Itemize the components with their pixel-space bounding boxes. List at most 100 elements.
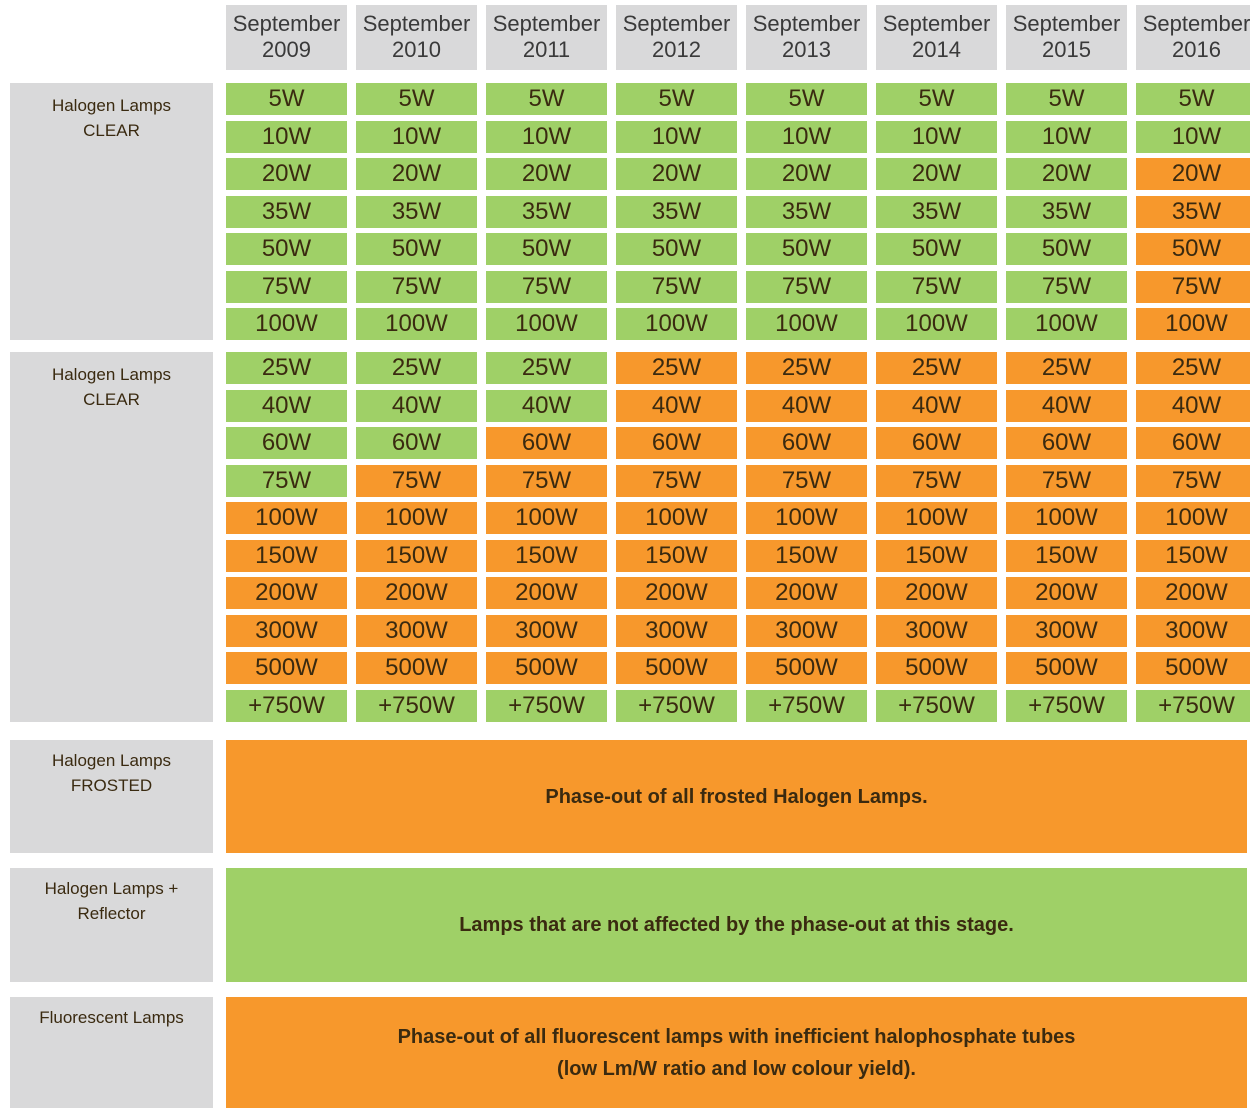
banner-label: Fluorescent Lamps (10, 1005, 213, 1030)
wattage-cell: 500W (876, 652, 997, 684)
wattage-cell: 25W (1006, 352, 1127, 384)
wattage-cell: 50W (1006, 233, 1127, 265)
wattage-cell: 10W (226, 121, 347, 153)
wattage-cell: 200W (1136, 577, 1250, 609)
wattage-cell: 300W (356, 615, 477, 647)
wattage-cell: 5W (876, 83, 997, 115)
year-header: September 2016 (1136, 5, 1250, 70)
wattage-cell: +750W (746, 690, 867, 722)
wattage-cell: 40W (876, 390, 997, 422)
wattage-cell: 75W (226, 465, 347, 497)
wattage-cell: 60W (616, 427, 737, 459)
wattage-cell: 10W (486, 121, 607, 153)
year-header: September 2013 (746, 5, 867, 70)
wattage-cell: 5W (1136, 83, 1250, 115)
wattage-cell: 10W (746, 121, 867, 153)
banner-label-panel: Halogen Lamps + Reflector (10, 868, 213, 982)
year-header: September 2012 (616, 5, 737, 70)
wattage-cell: 25W (486, 352, 607, 384)
wattage-cell: 300W (876, 615, 997, 647)
wattage-cell: 100W (876, 308, 997, 340)
wattage-cell: 35W (1006, 196, 1127, 228)
wattage-cell: 40W (1136, 390, 1250, 422)
wattage-cell: 75W (486, 271, 607, 303)
wattage-cell: 20W (616, 158, 737, 190)
wattage-cell: 100W (356, 308, 477, 340)
wattage-cell: 35W (356, 196, 477, 228)
wattage-cell: 300W (746, 615, 867, 647)
wattage-cell: 20W (486, 158, 607, 190)
wattage-cell: 20W (1136, 158, 1250, 190)
wattage-cell: 300W (226, 615, 347, 647)
wattage-cell: 100W (1136, 308, 1250, 340)
wattage-cell: 100W (356, 502, 477, 534)
banner: Lamps that are not affected by the phase… (226, 868, 1247, 982)
wattage-cell: 75W (356, 271, 477, 303)
wattage-cell: +750W (226, 690, 347, 722)
wattage-cell: 5W (486, 83, 607, 115)
wattage-cell: 35W (226, 196, 347, 228)
year-header: September 2015 (1006, 5, 1127, 70)
wattage-cell: 5W (746, 83, 867, 115)
wattage-cell: 50W (486, 233, 607, 265)
wattage-cell: 100W (486, 308, 607, 340)
wattage-cell: 40W (1006, 390, 1127, 422)
wattage-cell: 100W (1006, 502, 1127, 534)
wattage-cell: 100W (226, 308, 347, 340)
wattage-cell: 50W (616, 233, 737, 265)
wattage-cell: 75W (746, 271, 867, 303)
wattage-cell: 100W (746, 308, 867, 340)
group-label: CLEAR (10, 118, 213, 143)
wattage-cell: 25W (616, 352, 737, 384)
wattage-cell: 20W (1006, 158, 1127, 190)
wattage-cell: 35W (876, 196, 997, 228)
wattage-cell: 500W (616, 652, 737, 684)
wattage-cell: 100W (876, 502, 997, 534)
wattage-cell: 75W (486, 465, 607, 497)
wattage-cell: 300W (1136, 615, 1250, 647)
wattage-cell: 150W (876, 540, 997, 572)
wattage-cell: 50W (876, 233, 997, 265)
wattage-cell: 200W (356, 577, 477, 609)
wattage-cell: 60W (356, 427, 477, 459)
wattage-cell: 100W (616, 308, 737, 340)
wattage-cell: 35W (486, 196, 607, 228)
wattage-cell: 75W (1136, 465, 1250, 497)
wattage-cell: +750W (486, 690, 607, 722)
wattage-cell: 75W (876, 271, 997, 303)
wattage-cell: 40W (616, 390, 737, 422)
wattage-cell: 50W (1136, 233, 1250, 265)
wattage-cell: 300W (616, 615, 737, 647)
wattage-cell: 50W (746, 233, 867, 265)
year-header: September 2011 (486, 5, 607, 70)
wattage-cell: 75W (1006, 465, 1127, 497)
wattage-cell: 35W (746, 196, 867, 228)
wattage-cell: 75W (616, 465, 737, 497)
wattage-cell: 60W (226, 427, 347, 459)
wattage-cell: 20W (876, 158, 997, 190)
banner: Phase-out of all fluorescent lamps with … (226, 997, 1247, 1108)
wattage-cell: 200W (226, 577, 347, 609)
phase-out-table: September 2009September 2010September 20… (0, 0, 1250, 1109)
wattage-cell: 25W (746, 352, 867, 384)
banner-text: Phase-out of all fluorescent lamps with … (398, 1021, 1076, 1053)
wattage-cell: 100W (616, 502, 737, 534)
wattage-cell: 20W (356, 158, 477, 190)
wattage-cell: 20W (226, 158, 347, 190)
banner-text: (low Lm/W ratio and low colour yield). (557, 1053, 916, 1085)
wattage-cell: 500W (1136, 652, 1250, 684)
wattage-cell: +750W (616, 690, 737, 722)
wattage-cell: 60W (486, 427, 607, 459)
wattage-cell: 100W (486, 502, 607, 534)
group-label: Halogen Lamps (10, 362, 213, 387)
wattage-cell: 5W (616, 83, 737, 115)
year-header: September 2014 (876, 5, 997, 70)
wattage-cell: 75W (1006, 271, 1127, 303)
wattage-cell: 300W (486, 615, 607, 647)
wattage-cell: 500W (486, 652, 607, 684)
wattage-cell: 300W (1006, 615, 1127, 647)
wattage-cell: 50W (356, 233, 477, 265)
wattage-cell: 5W (356, 83, 477, 115)
wattage-cell: 500W (356, 652, 477, 684)
wattage-cell: 10W (1006, 121, 1127, 153)
